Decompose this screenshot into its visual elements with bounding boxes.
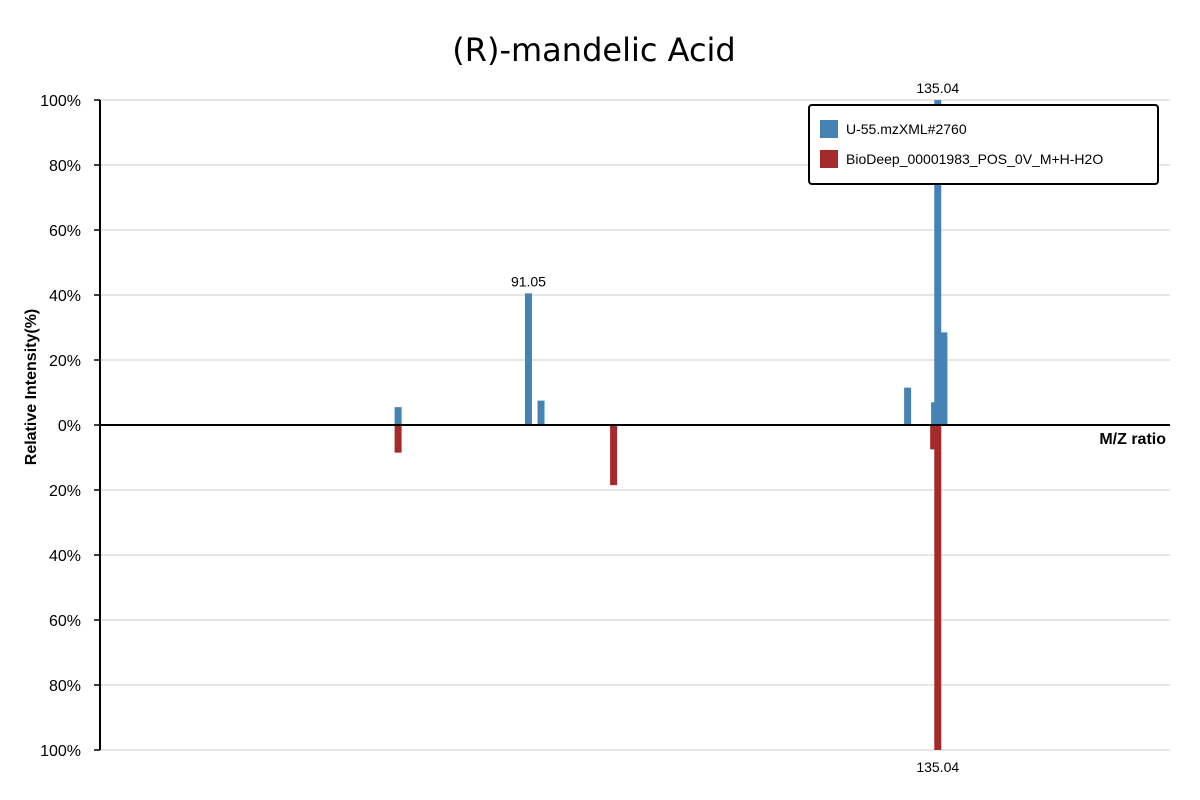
y-tick-label: 80% xyxy=(49,678,81,695)
spectrum-bars xyxy=(394,100,948,750)
y-tick-label: 0% xyxy=(58,418,81,435)
y-tick-label: 60% xyxy=(49,613,81,630)
y-tick-label: 20% xyxy=(49,353,81,370)
y-axis-title: Relative Intensity(%) xyxy=(23,309,40,465)
legend: U-55.mzXML#2760 BioDeep_00001983_POS_0V_… xyxy=(808,104,1159,185)
legend-label-query: U-55.mzXML#2760 xyxy=(846,121,967,137)
y-tick-label: 100% xyxy=(40,93,81,110)
y-axis-ticks: 100% 80% 60% 40% 20% 0% 20% 40% 60% 80% 100% xyxy=(40,93,100,760)
peak-labels: 135.04 91.05 135.04 xyxy=(511,80,959,775)
query-peak-bar xyxy=(934,100,942,425)
y-tick-label: 40% xyxy=(49,548,81,565)
legend-box xyxy=(808,104,1159,185)
query-peak-bar xyxy=(940,332,948,425)
legend-label-reference: BioDeep_00001983_POS_0V_M+H-H2O xyxy=(846,151,1103,167)
y-tick-label: 20% xyxy=(49,483,81,500)
legend-swatch-query xyxy=(820,120,838,138)
y-tick-label: 80% xyxy=(49,158,81,175)
peak-label-top: 91.05 xyxy=(511,273,546,289)
y-tick-label: 40% xyxy=(49,288,81,305)
reference-peak-bar xyxy=(610,425,618,486)
query-peak-bar xyxy=(537,400,545,425)
reference-peak-bar xyxy=(394,425,402,453)
grid-lines xyxy=(100,99,1170,751)
query-peak-bar xyxy=(524,293,532,425)
peak-label-bottom: 135.04 xyxy=(916,759,959,775)
axes xyxy=(99,100,1170,750)
chart-title: (R)-mandelic Acid xyxy=(452,31,735,69)
x-axis-title: M/Z ratio xyxy=(1099,431,1166,448)
y-tick-label: 100% xyxy=(40,743,81,760)
peak-label-top: 135.04 xyxy=(916,80,959,96)
query-peak-bar xyxy=(394,407,402,425)
reference-peak-bar xyxy=(934,425,942,750)
query-peak-bar xyxy=(904,387,912,425)
reference-peak-bar xyxy=(930,425,938,450)
y-tick-label: 60% xyxy=(49,223,81,240)
legend-swatch-reference xyxy=(820,150,838,168)
